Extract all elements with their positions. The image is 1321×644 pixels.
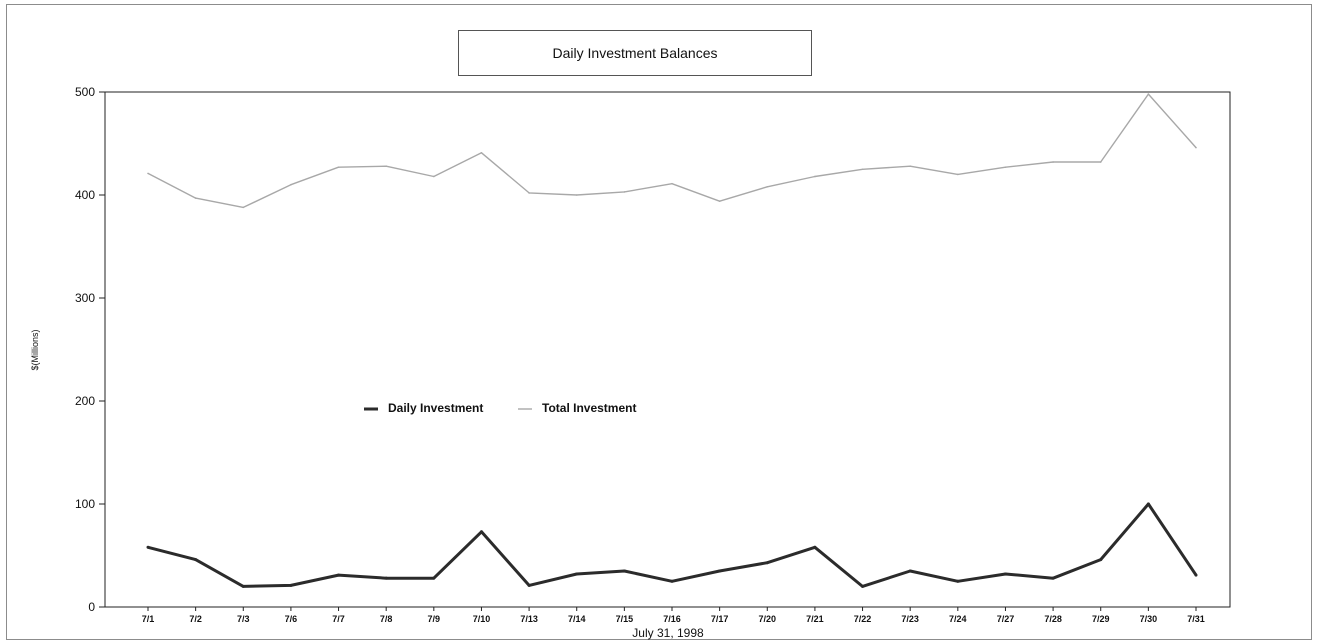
data-point-daily-investment [479,530,483,534]
chart-title-box: Daily Investment Balances [458,30,812,76]
x-axis-ticks: 7/1 7/2 7/3 7/6 7/7 7/8 7/9 7/10 7/13 7/14 7/15 7/1… [142,607,1205,624]
x-tick-label: 7/16 [663,614,681,624]
data-point-total-investment [337,166,340,168]
data-point-daily-investment [956,579,960,583]
data-point-total-investment [766,185,769,188]
data-point-total-investment [242,206,245,209]
data-point-daily-investment [194,558,198,562]
data-point-total-investment [623,191,626,193]
x-tick-label: 7/29 [1092,614,1110,624]
series-line-daily-investment [147,502,1198,588]
y-tick-label: 500 [75,85,95,99]
y-axis-title: $(Millions) [30,329,40,370]
data-point-total-investment [528,192,530,194]
x-tick-label: 7/7 [332,614,345,624]
data-point-total-investment [1004,166,1007,168]
x-tick-label: 7/2 [189,614,202,624]
data-point-daily-investment [1146,502,1150,506]
data-point-daily-investment [575,572,579,576]
data-point-daily-investment [241,584,245,588]
data-point-daily-investment [622,569,626,573]
y-tick-label: 400 [75,188,95,202]
x-tick-label: 7/24 [949,614,967,624]
y-tick-label: 200 [75,394,95,408]
data-point-daily-investment [432,576,436,580]
data-point-daily-investment [1003,572,1007,576]
x-tick-label: 7/3 [237,614,250,624]
data-point-total-investment [480,151,483,154]
data-point-total-investment [814,175,816,178]
data-point-total-investment [718,200,721,202]
data-point-daily-investment [765,561,769,565]
data-point-daily-investment [908,569,912,573]
data-point-total-investment [1099,161,1102,163]
data-point-daily-investment [146,545,150,549]
chart-frame [6,4,1312,640]
x-tick-label: 7/14 [568,614,586,624]
x-axis-title: July 31, 1998 [632,626,704,640]
x-tick-label: 7/30 [1140,614,1158,624]
data-point-daily-investment [1051,576,1055,580]
x-tick-label: 7/15 [616,614,634,624]
data-point-total-investment [957,173,959,176]
x-tick-label: 7/31 [1187,614,1205,624]
legend-label-daily-investment: Daily Investment [388,401,483,415]
legend-label-total-investment: Total Investment [542,401,636,415]
x-tick-label: 7/6 [285,614,298,624]
data-point-total-investment [575,194,578,196]
data-point-daily-investment [1194,573,1198,577]
data-point-daily-investment [384,576,388,580]
x-tick-label: 7/20 [759,614,777,624]
data-point-daily-investment [670,579,674,583]
x-tick-label: 7/27 [997,614,1015,624]
plot-area-border [104,91,1231,608]
x-tick-label: 7/23 [901,614,919,624]
y-tick-label: 0 [88,600,95,614]
data-point-total-investment [861,168,864,171]
data-point-total-investment [909,165,911,167]
data-point-total-investment [433,175,435,178]
data-point-total-investment [147,172,149,175]
y-tick-label: 100 [75,497,95,511]
data-point-daily-investment [337,573,341,577]
data-point-total-investment [385,165,387,167]
data-point-daily-investment [1099,558,1103,562]
x-tick-label: 7/28 [1044,614,1062,624]
legend: Daily Investment Total Investment [364,401,636,415]
data-point-daily-investment [813,545,817,549]
x-tick-label: 7/9 [428,614,441,624]
y-tick-label: 300 [75,291,95,305]
data-point-daily-investment [289,583,293,587]
x-tick-label: 7/13 [520,614,538,624]
x-tick-label: 7/10 [473,614,491,624]
data-point-total-investment [1052,161,1054,163]
x-tick-label: 7/8 [380,614,393,624]
data-point-total-investment [671,182,673,185]
x-tick-label: 7/22 [854,614,872,624]
data-point-total-investment [290,183,292,186]
chart-axes [104,91,1231,608]
series-line-total-investment [147,93,1197,209]
x-tick-label: 7/17 [711,614,729,624]
data-point-total-investment [1147,93,1150,95]
data-point-total-investment [1195,146,1197,149]
x-tick-label: 7/21 [806,614,824,624]
y-axis-ticks: 0 100 200 300 400 500 [75,85,105,614]
series-lines [146,93,1198,588]
data-point-daily-investment [861,584,865,588]
data-point-total-investment [194,197,197,199]
data-point-daily-investment [527,583,531,587]
x-tick-label: 7/1 [142,614,155,624]
data-point-daily-investment [718,569,722,573]
chart-title: Daily Investment Balances [552,45,718,61]
